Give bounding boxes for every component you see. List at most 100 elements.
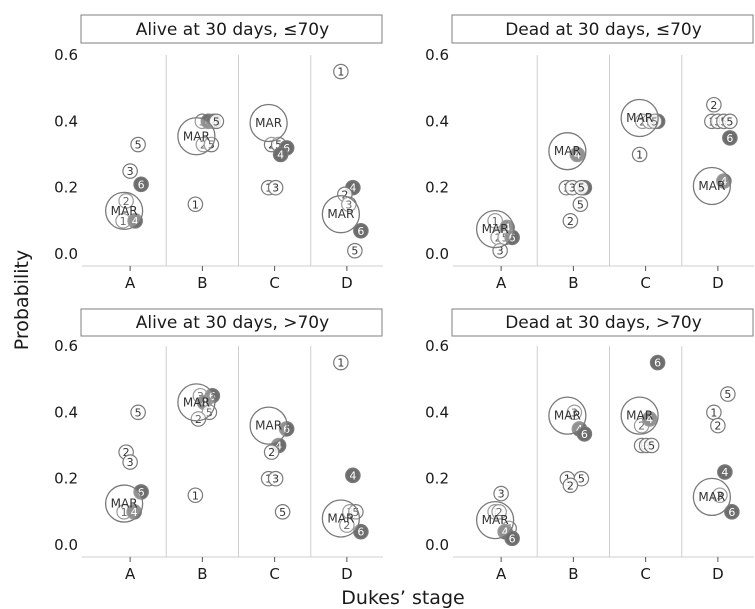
point-label: 4 [721, 466, 728, 479]
mar-marker [475, 500, 515, 540]
point-label: 6 [728, 506, 735, 519]
point-label: 3 [127, 456, 134, 469]
mar-marker [177, 117, 216, 156]
point-label: 5 [578, 473, 585, 486]
point-label: 5 [213, 115, 220, 128]
mar-marker-group: MAR [620, 396, 659, 435]
mar-marker [620, 98, 659, 138]
point-label: 5 [135, 139, 142, 152]
point-label: 4 [574, 149, 581, 162]
panel-strip [80, 308, 383, 337]
point-label: 5 [135, 406, 142, 419]
point-marker [345, 467, 361, 484]
point-label: 4 [349, 182, 356, 195]
point-label: 4 [277, 149, 284, 162]
point-label: 3 [272, 473, 279, 486]
point-2: 2 [562, 213, 579, 229]
x-tick-label: B [197, 565, 207, 583]
point-label: 5 [578, 182, 585, 195]
y-tick-label: 0.6 [54, 337, 78, 355]
point-5: 5 [274, 504, 291, 520]
point-marker [493, 485, 509, 502]
point-label: 4 [720, 175, 727, 188]
point-label: 2 [341, 188, 348, 201]
x-tick-label: A [496, 274, 507, 292]
point-label: 3 [127, 165, 134, 178]
mar-marker-group: MAR [620, 98, 659, 138]
point-1: 1 [706, 404, 722, 421]
point-label: 4 [502, 526, 509, 539]
panel-2: Dead at 30 days, ≤70y0.00.20.40.6ABCD142… [425, 14, 754, 292]
point-2: 2 [339, 517, 355, 533]
point-label: 2 [567, 215, 574, 228]
mar-marker-group: MAR [475, 500, 515, 540]
point-3: 3 [712, 487, 728, 504]
point-label: 3 [498, 488, 505, 501]
mar-label: MAR [626, 111, 653, 125]
x-tick-label: B [568, 565, 578, 583]
point-5: 5 [643, 437, 660, 454]
y-tick-label: 0.6 [425, 337, 449, 355]
point-5: 5 [573, 179, 590, 196]
mar-label: MAR [698, 179, 725, 193]
mar-marker [475, 209, 515, 249]
point-marker [133, 176, 149, 193]
point-marker [127, 213, 143, 229]
mar-marker-group: MAR [249, 103, 288, 143]
x-tick-label: D [712, 565, 724, 583]
mar-marker-group: MAR [249, 406, 288, 445]
point-marker [576, 426, 593, 442]
panel-title: Dead at 30 days, >70y [505, 313, 702, 333]
mar-marker [104, 191, 144, 231]
point-marker [487, 213, 503, 229]
mar-marker-group: MAR [548, 396, 587, 435]
mar-label: MAR [327, 511, 354, 525]
point-label: 1 [337, 357, 344, 370]
panel-strip [451, 308, 754, 337]
y-tick-label: 0.0 [425, 536, 449, 554]
point-label: 2 [714, 420, 721, 433]
point-marker [712, 487, 728, 504]
point-marker [133, 484, 149, 500]
point-marker [274, 504, 291, 520]
mar-label: MAR [255, 116, 282, 130]
mar-label: MAR [111, 497, 138, 511]
mar-marker [249, 103, 288, 143]
point-5: 5 [208, 113, 225, 130]
point-1: 1 [631, 146, 648, 163]
point-4: 4 [272, 146, 289, 163]
panel-title: Alive at 30 days, >70y [136, 313, 329, 333]
mar-marker [321, 195, 361, 234]
point-label: 1 [121, 506, 128, 519]
mar-marker-group: MAR [548, 132, 587, 171]
point-4: 4 [569, 146, 586, 163]
x-tick-label: A [125, 274, 136, 292]
mar-marker-group: MAR [104, 484, 144, 523]
mar-label: MAR [626, 409, 653, 423]
point-label: 2 [496, 506, 503, 519]
mar-label: MAR [255, 419, 282, 433]
x-tick-label: D [341, 565, 353, 583]
point-label: 6 [138, 178, 145, 191]
point-label: 3 [571, 406, 578, 419]
mar-marker-group: MAR [321, 195, 361, 234]
point-label: 6 [138, 486, 145, 499]
mar-label: MAR [554, 144, 581, 158]
point-label: 5 [724, 388, 731, 401]
y-tick-label: 0.2 [425, 179, 449, 197]
point-1: 1 [187, 487, 204, 504]
point-marker [130, 136, 146, 153]
point-label: 6 [283, 142, 290, 155]
point-5: 5 [130, 404, 146, 421]
point-marker [122, 163, 138, 179]
x-tick-label: D [712, 274, 724, 292]
point-label: 3 [569, 182, 576, 195]
point-marker [203, 136, 220, 153]
point-marker [722, 113, 738, 130]
point-1: 1 [333, 63, 349, 80]
point-6: 6 [133, 484, 149, 500]
y-tick-label: 0.6 [425, 46, 449, 64]
mar-marker [548, 396, 587, 435]
